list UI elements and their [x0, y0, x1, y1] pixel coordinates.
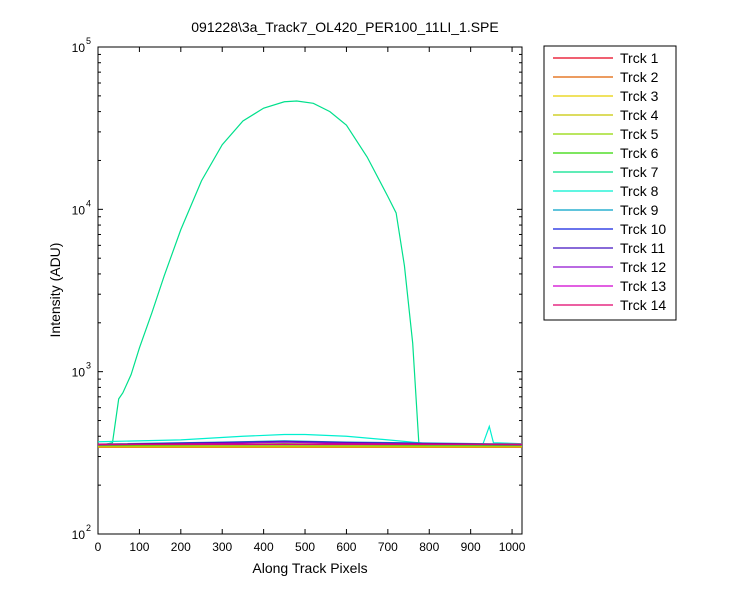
y-tick-label: 10	[72, 203, 86, 217]
x-tick-label: 700	[378, 540, 398, 554]
x-axis-label: Along Track Pixels	[252, 560, 367, 576]
legend-label: Trck 7	[620, 164, 659, 180]
x-tick-label: 900	[461, 540, 481, 554]
legend-label: Trck 6	[620, 145, 659, 161]
series-line-trck-11	[97, 440, 523, 446]
series-line-trck-8	[97, 424, 523, 445]
y-tick-base: 10	[72, 366, 86, 380]
legend-label: Trck 8	[620, 183, 659, 199]
y-tick-label: 10	[72, 366, 86, 380]
plot-frame	[97, 46, 523, 535]
x-tick-label: 800	[419, 540, 439, 554]
y-tick-exponent: 4	[86, 198, 91, 208]
y-tick-base: 10	[72, 528, 86, 542]
x-tick-label: 1000	[499, 540, 526, 554]
legend-label: Trck 10	[620, 221, 666, 237]
x-tick-label: 0	[95, 540, 102, 554]
x-tick-label: 500	[295, 540, 315, 554]
y-tick-exponent: 3	[86, 361, 91, 371]
series-line-trck-7	[97, 100, 522, 446]
legend-label: Trck 2	[620, 69, 659, 85]
y-tick-label: 10	[72, 528, 86, 542]
legend-box	[543, 45, 677, 321]
x-tick-label: 300	[212, 540, 232, 554]
legend-label: Trck 1	[620, 50, 659, 66]
x-axis: 0 100 200 300 400 500 600 700 800 900 1000	[95, 47, 526, 554]
legend-label: Trck 13	[620, 278, 666, 294]
y-axis-label: Intensity (ADU)	[47, 243, 63, 338]
y-tick-exponent: 5	[86, 36, 91, 46]
legend-label: Trck 5	[620, 126, 659, 142]
legend: Trck 1 Trck 2 Trck 3 Trck 4 Trck 5 Trck 6 Trck…	[543, 45, 677, 321]
plot-area	[97, 46, 523, 535]
x-tick-label: 400	[254, 540, 274, 554]
legend-label: Trck 9	[620, 202, 659, 218]
chart-title: 091228\3a_Track7_OL420_PER100_11LI_1.SPE	[191, 19, 498, 35]
x-tick-label: 200	[171, 540, 191, 554]
legend-label: Trck 4	[620, 107, 659, 123]
y-tick-base: 10	[72, 203, 86, 217]
legend-label: Trck 3	[620, 88, 659, 104]
legend-label: Trck 11	[620, 240, 665, 256]
legend-items: Trck 1 Trck 2 Trck 3 Trck 4 Trck 5 Trck 6 Trck…	[553, 50, 666, 313]
x-tick-label: 600	[336, 540, 356, 554]
series-layer	[97, 100, 523, 448]
x-tick-label: 100	[129, 540, 149, 554]
legend-label: Trck 12	[620, 259, 666, 275]
y-tick-label: 10	[72, 41, 86, 55]
y-tick-base: 10	[72, 41, 86, 55]
y-tick-exponent: 2	[86, 523, 91, 533]
legend-label: Trck 14	[620, 297, 666, 313]
